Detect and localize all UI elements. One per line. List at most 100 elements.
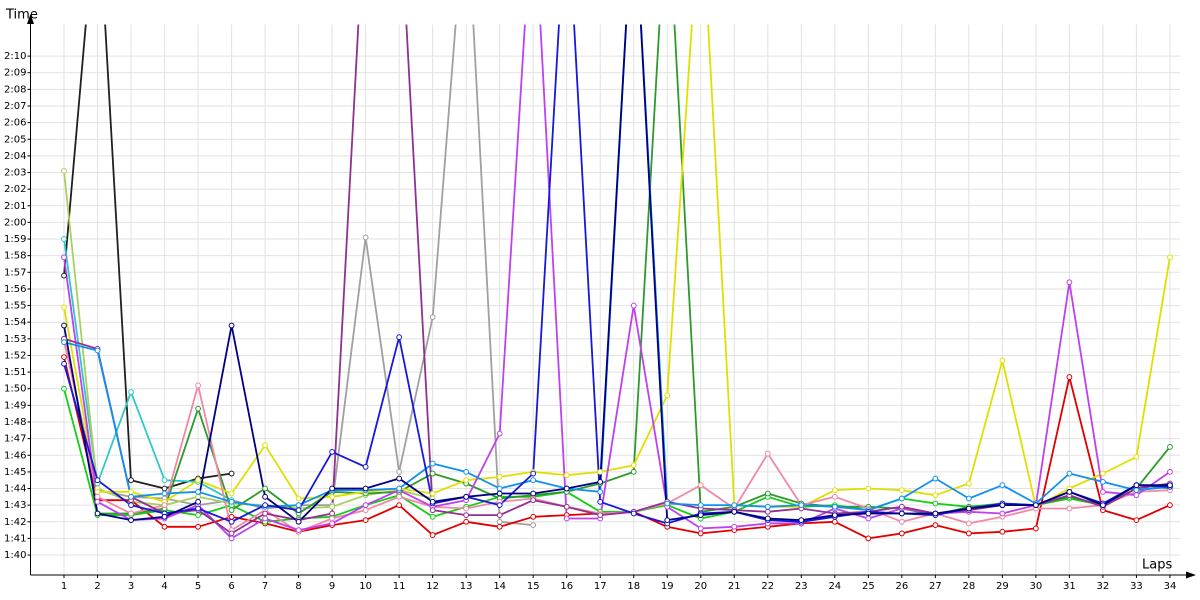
point-marker [61, 304, 67, 311]
x-tick-label: 28 [963, 581, 976, 592]
point-marker [965, 495, 972, 502]
point-marker [396, 485, 403, 492]
x-tick-label: 16 [560, 581, 573, 592]
point-marker [463, 518, 470, 525]
y-tick-label: 1:43 [4, 500, 26, 511]
point-marker [61, 354, 67, 361]
x-tick-label: 10 [359, 581, 372, 592]
series-line [63, 170, 433, 510]
point-marker [61, 254, 67, 261]
point-marker [195, 498, 201, 505]
point-marker [396, 502, 403, 509]
point-marker [128, 389, 134, 395]
point-marker [831, 518, 838, 525]
point-marker [329, 503, 336, 510]
point-marker [630, 462, 637, 469]
point-marker [128, 502, 134, 509]
y-tick-label: 2:05 [4, 134, 26, 145]
point-marker [61, 236, 67, 242]
point-marker [161, 523, 168, 530]
point-marker [1100, 478, 1106, 485]
x-tick-label: 24 [828, 581, 841, 592]
y-tick-label: 1:58 [4, 251, 26, 262]
point-marker [329, 493, 336, 500]
point-marker [664, 517, 671, 524]
point-marker [295, 495, 302, 502]
x-tick-label: 31 [1063, 581, 1076, 592]
y-tick-label: 1:59 [4, 234, 26, 245]
point-marker [1066, 488, 1073, 495]
point-marker [597, 478, 604, 485]
y-tick-label: 2:00 [4, 217, 26, 228]
point-marker [932, 500, 939, 507]
point-marker [530, 477, 537, 484]
y-tick-label: 2:04 [4, 151, 26, 162]
point-marker [228, 498, 235, 505]
point-marker [563, 485, 570, 492]
y-tick-label: 1:56 [4, 284, 26, 295]
x-tick-label: 27 [929, 581, 942, 592]
y-tick-label: 1:57 [4, 267, 26, 278]
y-tick-label: 1:48 [4, 417, 26, 428]
point-marker [295, 507, 302, 514]
y-tick-label: 1:49 [4, 400, 26, 411]
point-marker [999, 357, 1006, 364]
point-marker [128, 477, 134, 484]
series-line [63, 24, 232, 490]
point-marker [463, 493, 470, 500]
point-marker [429, 460, 436, 467]
point-marker [530, 490, 537, 497]
point-marker [530, 470, 537, 477]
point-marker [161, 490, 168, 497]
point-marker [429, 513, 436, 520]
point-marker [362, 485, 369, 492]
point-marker [262, 502, 268, 509]
point-marker [228, 490, 235, 497]
point-marker [664, 392, 671, 399]
point-marker [697, 512, 704, 519]
point-marker [630, 302, 637, 309]
point-marker [429, 490, 436, 497]
point-marker [128, 510, 134, 517]
point-marker [228, 507, 235, 514]
point-marker [429, 498, 436, 505]
point-marker [965, 530, 972, 537]
y-axis-arrow [27, 14, 34, 24]
point-marker [1133, 454, 1140, 460]
point-marker [798, 502, 805, 509]
point-marker [865, 510, 872, 517]
y-tick-label: 2:01 [4, 201, 26, 212]
x-tick-label: 14 [493, 581, 506, 592]
point-marker [94, 510, 101, 517]
x-tick-label: 29 [996, 581, 1009, 592]
point-marker [1066, 470, 1073, 477]
point-marker [898, 487, 905, 494]
point-marker [429, 314, 436, 321]
x-tick-label: 25 [862, 581, 875, 592]
point-marker [999, 510, 1006, 517]
point-marker [496, 502, 503, 509]
point-marker [1032, 502, 1039, 509]
x-tick-label: 17 [594, 581, 607, 592]
x-tick-label: 1 [61, 581, 67, 592]
x-tick-label: 12 [426, 581, 439, 592]
series-line [63, 24, 1170, 523]
point-marker [329, 449, 336, 455]
point-marker [195, 493, 201, 500]
point-marker [463, 505, 470, 512]
point-marker [764, 515, 771, 522]
point-marker [195, 405, 201, 412]
series-line [63, 24, 1170, 511]
point-marker [61, 167, 67, 174]
x-tick-label: 11 [393, 581, 406, 592]
series-line [63, 24, 1171, 508]
point-marker [94, 493, 101, 500]
point-marker [731, 523, 738, 530]
point-marker [295, 518, 302, 525]
point-marker [1133, 492, 1140, 499]
point-marker [94, 477, 101, 484]
point-marker [597, 468, 604, 475]
point-marker [161, 502, 168, 509]
point-marker [396, 493, 403, 500]
